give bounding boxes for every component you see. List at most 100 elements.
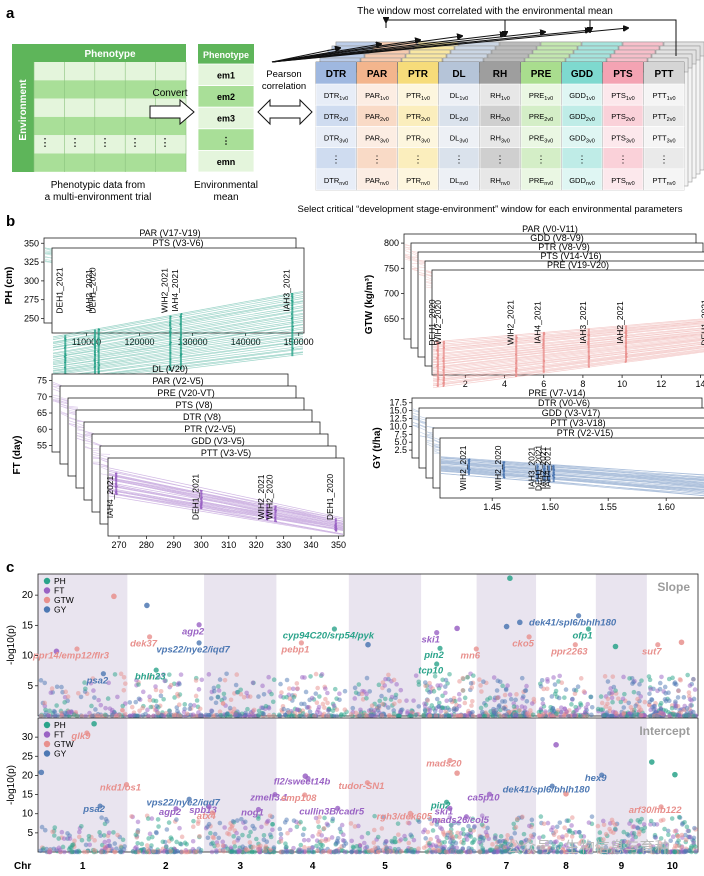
gene-label: ca5p10 [467,792,500,803]
y-axis-label: -log10(p) [6,765,17,805]
param-header: PAR [367,69,388,80]
param-row: PTR3v0 [406,133,430,144]
snp-points [38,720,699,855]
y-tick-label: 70 [37,392,47,402]
peak-point [454,625,460,632]
y-tick-label: 15 [22,790,34,801]
phenotype-table: Phenotype Environment ⋮ ⋮ ⋮ ⋮ ⋮ Phenotyp… [12,44,187,203]
gene-label: zmelf3.1 [249,793,288,804]
fit-lines [108,467,344,536]
x-axis: 2 4 6 8 10 12 14 [463,375,704,389]
param-row: PTT3v0 [652,133,675,144]
x-tick-label: 140000 [231,337,261,347]
env-points [265,503,269,521]
stack-title: DTR (V8) [183,412,221,422]
y-axis-label: FT (day) [12,436,23,475]
peak-point [563,791,569,797]
panel-title: Slope [657,580,690,594]
env-points [199,489,203,510]
env-mean-row: ⋮ [222,135,231,145]
env-points [93,329,97,380]
env-mean-header: Phenotype [203,50,249,60]
chromosome-label: 5 [382,861,388,872]
snp-points [38,575,699,719]
param-row: DL2v0 [450,112,468,123]
x-tick-label: 300 [194,540,209,550]
env-label: IAH2_2021 [538,446,548,489]
y-tick-label: 10.0 [389,421,407,431]
gene-label: bhlh23 [135,672,166,683]
y-tick-label: 750 [384,263,399,273]
stack-title: GDD (V3-V17) [542,408,601,418]
gene-label: cyp94C20/srp54/pyk [283,631,375,642]
stack-title: PTR (V2-V15) [557,428,614,438]
env-points [442,340,446,387]
param-row: ⋮ [659,155,669,166]
y-axis-label: -log10(p) [6,625,17,665]
gene-label: pin2 [430,800,451,811]
gene-label: arf30/hb122 [629,805,683,816]
environment-label: Environment [18,79,29,141]
y-axis: 5 10 15 20 25 30 -log10(p) [6,732,38,839]
param-row: PTSnv0 [611,176,634,187]
chart-slope: ppr14/emp12/flr3 psa2 dek37 bhlh23 agp2 vps22… [6,573,699,719]
y-tick-label: 15.0 [389,406,407,416]
legend-label: GY [54,749,67,759]
x-tick-label: 340 [304,540,319,550]
pearson-label-1: Pearson [266,69,301,80]
y-tick-label: 75 [37,376,47,386]
x-axis: 270 280 290 300 310 320 330 340 350 [111,536,346,550]
chart-gtw: PAR (V0-V11)GDD (V8-V9)PTR (V8-V9)PTS (V… [364,224,704,389]
x-tick-label: 290 [166,540,181,550]
gene-label: vps22/nye2/iqd7 [156,645,230,656]
panel-a: The window most correlated with the envi… [12,6,704,215]
chromosome-band [127,574,205,716]
env-label: IAH3_2021 [526,446,536,489]
stack-title: PRE (V19-V20) [547,260,609,270]
env-points [179,312,183,370]
x-tick-label: 1.60 [657,502,675,512]
pearson-label-2: correlation [262,81,306,92]
y-axis: 250 275 300 325 350 PH (cm) [4,238,44,323]
stack-title: GDD (V3-V5) [191,436,245,446]
stack-title: PRE (V20-VT) [157,388,215,398]
env-points [542,464,547,482]
env-label: IAH4_2021 [533,301,543,344]
peak-point [144,602,150,609]
param-stack-ptt: PTT PTT1v0 PTT2v0 PTT3v0 ⋮ PTTnv0 [643,41,704,191]
y-tick-label: 65 [37,408,47,418]
legend-label: FT [54,730,64,740]
peak-point [365,641,371,648]
param-row: RH2v0 [490,112,510,123]
env-mean-row: em1 [217,71,235,81]
environment-columns: WIH2_2021 WIH2_2020 IAH3_2021DEH1_2021IAH2… [458,445,556,491]
x-axis: 1.451.501.551.601.65 [483,498,675,512]
param-row: GDD3v0 [569,133,595,144]
param-row: PREnv0 [529,176,553,187]
param-row: DTR1v0 [324,91,348,102]
param-row: DTR2v0 [324,112,348,123]
env-points [547,465,551,482]
y-tick-label: 20 [22,770,34,781]
peak-point [503,623,510,630]
param-header: PTT [655,69,674,80]
stack-title: PTS (V3-V6) [152,238,203,248]
legend-label: PH [54,720,66,730]
stack-title: PRE (V7-V14) [528,388,585,398]
env-mean-caption-2: mean [213,192,238,203]
chromosome-label: 7 [504,861,510,872]
x-tick-label: 270 [111,540,126,550]
param-row: ⋮ [577,155,587,166]
env-label: IAH2_2021 [615,301,625,344]
peak-point [517,619,523,626]
param-header: RH [493,69,507,80]
env-label: DEH1_2020 [427,299,437,346]
x-tick-label: 320 [249,540,264,550]
env-points [114,472,118,496]
stack-title: PAR (V0-V11) [522,224,578,234]
param-row: PTS2v0 [611,112,634,123]
x-axis: Chr 1 2 3 4 5 6 7 8 9 10 [14,861,678,872]
param-header: DL [452,69,465,80]
